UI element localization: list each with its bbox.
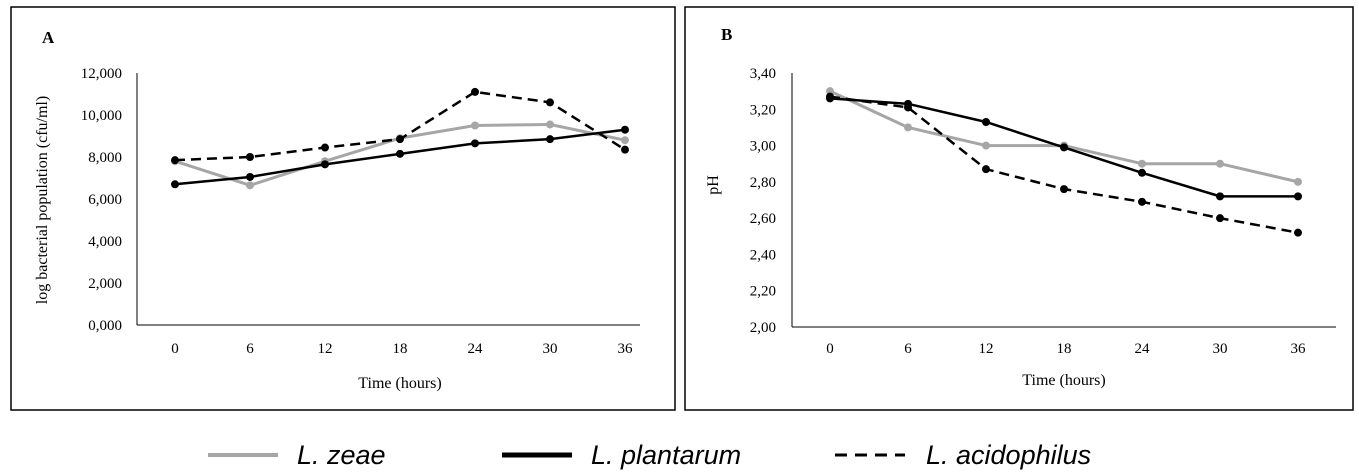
panel-a-point-l-zeae <box>471 122 479 130</box>
panel-b-point-l-acidophilus <box>1216 214 1224 222</box>
panel-a-x-tick-label: 18 <box>393 341 408 357</box>
panel-b-label: B <box>721 25 732 44</box>
panel-b-x-tick-label: 18 <box>1057 341 1072 357</box>
panel-b-point-l-plantarum <box>1216 192 1224 200</box>
panel-a-point-l-zeae <box>621 136 629 144</box>
panel-a-y-tick-label: 2,000 <box>88 276 122 292</box>
panel-b-y-tick-label: 2,80 <box>750 175 776 191</box>
panel-b-point-l-zeae <box>1294 178 1302 186</box>
panel-a-point-l-plantarum <box>621 126 629 134</box>
panel-a-point-l-acidophilus <box>546 98 554 106</box>
panel-a-x-tick-label: 30 <box>543 341 558 357</box>
panel-a-x-tick-label: 0 <box>171 341 179 357</box>
panel-a-y-axis-title: log bacterial population (cfu/ml) <box>34 96 51 304</box>
panel-a-point-l-acidophilus <box>321 144 329 152</box>
panel-a-point-l-plantarum <box>246 173 254 181</box>
panel-a-point-l-zeae <box>246 181 254 189</box>
panel-a-y-tick-label: 10,000 <box>81 108 122 124</box>
panel-a-y-tick-label: 6,000 <box>88 192 122 208</box>
panel-b-y-tick-label: 2,20 <box>750 284 776 300</box>
panel-b-point-l-acidophilus <box>904 103 912 111</box>
panel-b-y-tick-label: 3,00 <box>750 139 776 155</box>
panel-a-x-tick-label: 12 <box>318 341 333 357</box>
panel-b-point-l-plantarum <box>1060 143 1068 151</box>
panel-a-point-l-acidophilus <box>171 156 179 164</box>
panel-b-y-tick-label: 3,40 <box>750 66 776 82</box>
panel-b-point-l-acidophilus <box>982 165 990 173</box>
panel-b-point-l-zeae <box>982 142 990 150</box>
panel-b-y-tick-label: 2,40 <box>750 247 776 263</box>
panel-a-point-l-plantarum <box>171 180 179 188</box>
panel-a-y-tick-label: 4,000 <box>88 234 122 250</box>
panel-b-x-axis-title: Time (hours) <box>1022 372 1105 389</box>
panel-a-y-tick-label: 8,000 <box>88 150 122 166</box>
panel-b-x-tick-label: 24 <box>1135 341 1151 357</box>
legend-label-l-zeae: L. zeae <box>297 440 386 470</box>
panel-a-point-l-plantarum <box>546 135 554 143</box>
panel-b-point-l-plantarum <box>1138 169 1146 177</box>
panel-b-y-axis-title: pH <box>705 175 722 195</box>
legend: L. zeae L. plantarum L. acidophilus <box>208 440 1091 470</box>
panel-b-point-l-zeae <box>904 123 912 131</box>
panel-a-y-tick-label: 0,000 <box>88 318 122 334</box>
panel-b-y-tick-label: 2,60 <box>750 211 776 227</box>
panel-a-x-axis-title: Time (hours) <box>358 375 441 392</box>
panel-a-x-tick-label: 24 <box>468 341 484 357</box>
panel-b-point-l-zeae <box>1138 160 1146 168</box>
panel-a-point-l-acidophilus <box>396 135 404 143</box>
panel-b-point-l-plantarum <box>1294 192 1302 200</box>
panel-a-point-l-acidophilus <box>621 146 629 154</box>
panel-a-x-tick-label: 6 <box>246 341 254 357</box>
legend-label-l-acidophilus: L. acidophilus <box>926 440 1091 470</box>
panel-a: A 0,0002,0004,0006,0008,00010,00012,000 … <box>11 7 675 410</box>
panel-b: B 2,00 2,20 2,40 2,60 2,80 3,00 3,20 3,40 0 6 12 1… <box>685 7 1353 410</box>
panel-b-x-tick-label: 12 <box>979 341 994 357</box>
panel-b-point-l-acidophilus <box>1060 185 1068 193</box>
panel-b-point-l-acidophilus <box>826 93 834 101</box>
panel-a-label: A <box>42 28 55 47</box>
panel-a-x-tick-label: 36 <box>618 341 634 357</box>
panel-a-point-l-plantarum <box>471 139 479 147</box>
panel-b-point-l-plantarum <box>982 118 990 126</box>
panel-a-point-l-plantarum <box>321 160 329 168</box>
panel-b-y-tick-label: 2,00 <box>750 320 776 336</box>
panel-b-x-tick-label: 36 <box>1291 341 1307 357</box>
panel-a-point-l-plantarum <box>396 150 404 158</box>
panel-b-x-tick-label: 0 <box>826 341 834 357</box>
panel-a-y-tick-label: 12,000 <box>81 66 122 82</box>
panel-a-point-l-acidophilus <box>246 153 254 161</box>
legend-label-l-plantarum: L. plantarum <box>591 440 741 470</box>
panel-b-x-tick-label: 6 <box>904 341 912 357</box>
panel-b-point-l-acidophilus <box>1294 229 1302 237</box>
panel-b-x-tick-label: 30 <box>1213 341 1228 357</box>
panel-a-point-l-zeae <box>546 120 554 128</box>
panel-b-point-l-zeae <box>1216 160 1224 168</box>
panel-b-frame <box>685 7 1353 410</box>
panel-b-point-l-acidophilus <box>1138 198 1146 206</box>
panel-b-y-tick-label: 3,20 <box>750 102 776 118</box>
panel-a-point-l-acidophilus <box>471 88 479 96</box>
